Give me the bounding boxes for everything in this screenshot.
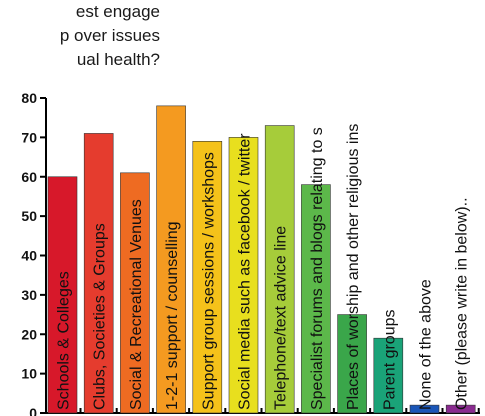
chart-title: est engage p over issues ual health? xyxy=(0,0,160,72)
chart-title-line-2: p over issues xyxy=(59,26,160,45)
bar xyxy=(156,105,186,414)
chart-title-line-3: ual health? xyxy=(76,50,160,69)
category-label: 1-2-1 support / counselling xyxy=(164,221,181,410)
y-tick-label: 0 xyxy=(29,405,37,416)
y-tick-label: 60 xyxy=(21,169,37,185)
category-label: Places of worship and other religious in… xyxy=(345,124,362,410)
category-label: Telephone/text advice line xyxy=(273,226,290,410)
category-label: Social & Recreational Venues xyxy=(128,199,145,410)
y-tick-label: 20 xyxy=(21,326,37,342)
category-label: Specialist forums and blogs relating to … xyxy=(309,127,326,410)
category-label: Support group sessions / workshops xyxy=(200,152,217,410)
bar xyxy=(228,137,259,414)
y-tick-label: 40 xyxy=(21,248,37,264)
y-tick-label: 80 xyxy=(21,90,37,106)
category-label: Parent groups xyxy=(381,309,398,410)
bar xyxy=(409,404,440,414)
bar xyxy=(83,133,114,414)
bar xyxy=(337,314,367,414)
category-label: None of the above xyxy=(418,279,435,410)
bar xyxy=(120,172,150,414)
category-label: Schools & Colleges xyxy=(56,271,73,410)
category-label: Other (please write in below).. xyxy=(454,197,471,410)
bar xyxy=(373,337,404,414)
y-tick-label: 10 xyxy=(21,366,37,382)
chart-title-line-1: est engage xyxy=(75,2,160,21)
y-tick-label: 30 xyxy=(21,287,37,303)
bar xyxy=(264,125,295,414)
bar xyxy=(47,176,78,414)
y-tick-label: 50 xyxy=(21,208,37,224)
bar xyxy=(301,184,331,414)
y-tick-label: 70 xyxy=(21,129,37,145)
category-label: Social media such as facebook / twitter xyxy=(237,133,254,410)
bar xyxy=(192,141,223,414)
bar xyxy=(445,404,476,414)
category-label: Clubs, Societies & Groups xyxy=(92,223,109,410)
